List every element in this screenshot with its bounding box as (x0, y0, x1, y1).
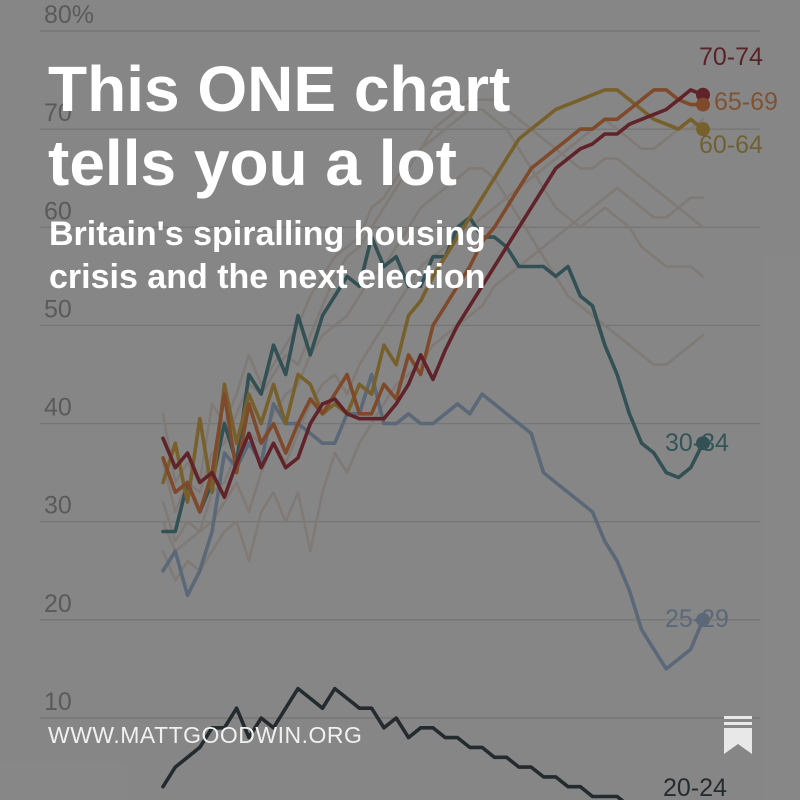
bookmark-icon[interactable] (724, 716, 752, 756)
headline: This ONE chart tells you a lot (48, 53, 511, 199)
subheadline: Britain's spiralling housing crisis and … (49, 215, 486, 296)
site-url[interactable]: WWW.MATTGOODWIN.ORG (48, 722, 363, 748)
